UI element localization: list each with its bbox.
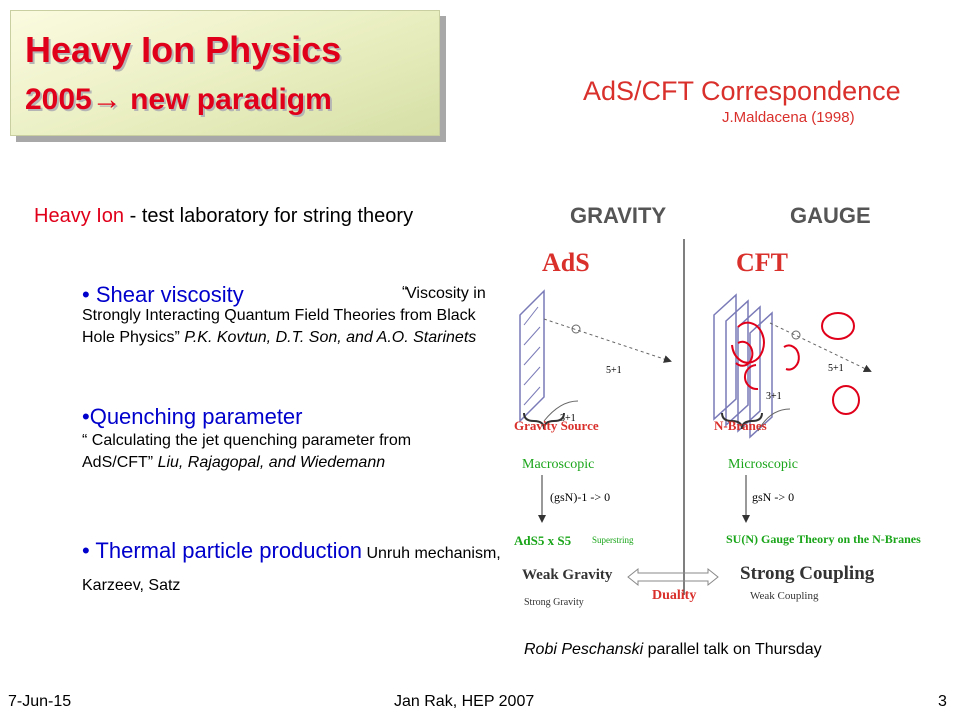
bullet-reference: “ Calculating the jet quenching paramete… bbox=[82, 430, 482, 474]
string-loops bbox=[731, 312, 860, 415]
duality-arrow bbox=[627, 567, 719, 587]
credit-name: Robi Peschanski bbox=[524, 641, 644, 658]
n-branes-label: N-Branes bbox=[714, 418, 767, 433]
cft-label: CFT bbox=[736, 248, 788, 277]
bullet-shear-viscosity: • Shear viscosity “ Viscosity in Strongl… bbox=[82, 282, 502, 349]
bullet-topic: Shear viscosity bbox=[95, 282, 244, 307]
dim-3-right: 3+1 bbox=[766, 391, 782, 402]
weak-coupling-label: Weak Coupling bbox=[750, 590, 819, 602]
reference-authors: Liu, Rajagopal, and Wiedemann bbox=[157, 454, 386, 472]
reference-title: Viscosity in Strongly Interacting Quantu… bbox=[82, 285, 486, 347]
intro-highlight: Heavy Ion bbox=[34, 205, 125, 227]
bullet-quenching: •Quenching parameter “ Calculating the j… bbox=[82, 404, 502, 474]
bullet-reference: Viscosity in Strongly Interacting Quantu… bbox=[82, 283, 497, 349]
superstring-label: Superstring bbox=[592, 535, 634, 545]
brane-brace bbox=[721, 412, 763, 430]
limit-left: (gsN)-1 -> 0 bbox=[550, 490, 610, 504]
sun-theory-label: SU(N) Gauge Theory on the N-Branes bbox=[726, 532, 921, 546]
microscopic-label: Microscopic bbox=[728, 457, 798, 472]
footer-center: Jan Rak, HEP 2007 bbox=[394, 693, 535, 710]
dim-5-right: 5+1 bbox=[828, 363, 844, 374]
reference-authors: P.K. Kovtun, D.T. Son, and A.O. Starinet… bbox=[184, 329, 477, 347]
gravity-brace bbox=[523, 412, 565, 430]
gravity-label: GRAVITY bbox=[570, 203, 666, 228]
bullet-marker: • bbox=[82, 404, 90, 429]
bullet-thermal: • Thermal particle production Unruh mech… bbox=[82, 538, 502, 602]
bullet-quote-mark: “ bbox=[402, 284, 408, 301]
n-branes-shape bbox=[713, 293, 872, 439]
dim-5-left: 5+1 bbox=[606, 365, 622, 376]
reference-title: Calculating the jet quenching parameter … bbox=[82, 432, 412, 472]
credit-rest: parallel talk on Thursday bbox=[643, 641, 822, 658]
macroscopic-label: Macroscopic bbox=[522, 457, 594, 472]
strong-gravity-label: Strong Gravity bbox=[524, 597, 584, 608]
gauge-label: GAUGE bbox=[790, 203, 871, 228]
bullet-topic: Quenching parameter bbox=[89, 404, 303, 429]
weak-gravity-label: Weak Gravity bbox=[522, 567, 613, 583]
title-box: Heavy Ion Physics 2005→ new paradigm bbox=[10, 10, 440, 136]
dim-3-left: 3+1 bbox=[560, 413, 576, 424]
footer-date: 7-Jun-15 bbox=[8, 693, 72, 710]
slide-title: Heavy Ion Physics bbox=[25, 29, 342, 70]
gravity-source-label: Gravity Source bbox=[514, 418, 599, 433]
strong-coupling-label: Strong Coupling bbox=[740, 563, 875, 584]
bullet-topic: Thermal particle production bbox=[95, 538, 362, 563]
bullet-marker: • bbox=[82, 538, 96, 563]
slide-subtitle: 2005→ new paradigm bbox=[25, 83, 332, 116]
intro-text: Heavy Ion - test laboratory for string t… bbox=[34, 204, 474, 228]
limit-right: gsN -> 0 bbox=[752, 490, 794, 504]
reference-quote-mark: “ bbox=[82, 432, 88, 449]
page-number: 3 bbox=[938, 693, 947, 710]
bullet-reference: Unruh mechanism, Karzeev, Satz bbox=[82, 545, 501, 594]
ads-label: AdS bbox=[542, 248, 590, 277]
gravity-plane-shape bbox=[519, 289, 672, 423]
duality-label: Duality bbox=[652, 588, 696, 603]
ads-cft-heading: AdS/CFT Correspondence bbox=[583, 76, 901, 106]
intro-rest: - test laboratory for string theory bbox=[124, 205, 414, 227]
bullet-marker: • bbox=[82, 282, 96, 307]
ads-cft-diagram: GRAVITY GAUGE AdS CFT 5+1 3+1 5+1 3+1 bbox=[514, 203, 921, 608]
ads-s-label: AdS5 x S5 bbox=[514, 533, 572, 548]
ads-cft-author: J.Maldacena (1998) bbox=[722, 109, 855, 126]
talk-credit: Robi Peschanski parallel talk on Thursda… bbox=[524, 641, 822, 659]
